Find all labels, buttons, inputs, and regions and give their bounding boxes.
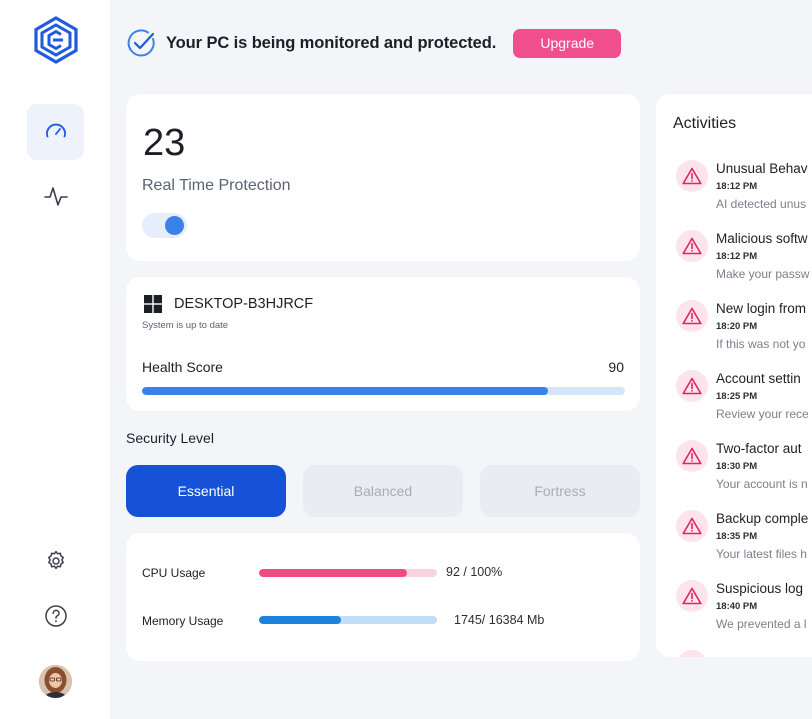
warning-icon	[676, 370, 708, 402]
activity-item[interactable]: Two-factor aut 18:30 PM Your account is n	[676, 440, 812, 500]
warning-icon	[676, 510, 708, 542]
gear-icon	[47, 550, 64, 570]
activity-item[interactable]: Backup comple 18:35 PM Your latest files h	[676, 510, 812, 570]
activity-item-partial	[676, 650, 812, 657]
activity-item[interactable]: Account settin 18:25 PM Review your rece	[676, 370, 812, 430]
health-score-fill	[142, 387, 548, 395]
cpu-usage-value: 92 / 100%	[446, 565, 503, 579]
health-score-value: 90	[608, 359, 624, 375]
cpu-usage-row: CPU Usage 92 / 100%	[142, 564, 622, 584]
memory-usage-row: Memory Usage 1745/ 16384 Mb	[142, 612, 622, 632]
sidebar-item-activity[interactable]	[27, 168, 84, 224]
activity-name: Account settin	[716, 371, 801, 386]
upgrade-button[interactable]: Upgrade	[513, 28, 622, 58]
sidebar-item-settings[interactable]	[27, 533, 84, 589]
warning-icon	[676, 230, 708, 262]
check-circle-icon	[127, 29, 155, 57]
activity-time: 18:12 PM	[716, 251, 758, 262]
security-level-fortress[interactable]: Fortress	[480, 465, 640, 517]
protection-toggle[interactable]	[142, 213, 187, 238]
banner-message: Your PC is being monitored and protected…	[166, 33, 497, 52]
protection-banner: Your PC is being monitored and protected…	[126, 26, 622, 60]
security-level-balanced[interactable]: Balanced	[303, 465, 463, 517]
activity-description: Review your rece	[716, 407, 809, 421]
activity-description: Make your passw	[716, 267, 810, 281]
activity-name: New login from	[716, 301, 807, 316]
warning-icon	[676, 160, 708, 192]
toggle-knob	[165, 216, 184, 235]
avatar[interactable]	[39, 665, 72, 698]
windows-icon	[144, 295, 162, 313]
activity-name: Two-factor aut	[716, 441, 802, 456]
warning-icon	[676, 300, 708, 332]
health-score-bar	[142, 387, 625, 395]
activity-time: 18:40 PM	[716, 601, 758, 612]
warning-icon	[676, 650, 708, 657]
activity-item[interactable]: New login from 18:20 PM If this was not yo	[676, 300, 812, 360]
activities-title: Activities	[673, 115, 737, 132]
activity-time: 18:25 PM	[716, 391, 758, 402]
security-level-title: Security Level	[126, 430, 214, 446]
activity-name: Unusual Behav	[716, 161, 808, 176]
health-score-label: Health Score	[142, 359, 223, 375]
pulse-icon	[43, 187, 68, 206]
protection-count: 23	[143, 122, 186, 164]
question-icon	[44, 605, 67, 627]
app-logo[interactable]	[33, 16, 79, 64]
activity-name: Malicious softw	[716, 231, 808, 246]
activity-time: 18:30 PM	[716, 461, 758, 472]
memory-usage-value: 1745/ 16384 Mb	[454, 613, 545, 627]
memory-usage-bar	[259, 616, 437, 624]
activity-description: Your account is n	[716, 477, 808, 491]
sidebar	[0, 0, 110, 719]
activity-time: 18:35 PM	[716, 531, 758, 542]
activity-item[interactable]: Suspicious log 18:40 PM We prevented a l	[676, 580, 812, 640]
activity-description: AI detected unus	[716, 197, 807, 211]
device-status: System is up to date	[142, 320, 229, 331]
security-level-essential[interactable]: Essential	[126, 465, 286, 517]
activity-item[interactable]: Unusual Behav 18:12 PM AI detected unus	[676, 160, 812, 220]
activity-description: If this was not yo	[716, 337, 806, 351]
cpu-usage-label: CPU Usage	[142, 566, 206, 580]
device-card: DESKTOP-B3HJRCF System is up to date Hea…	[126, 277, 640, 411]
warning-icon	[676, 580, 708, 612]
activity-item[interactable]: Malicious softw 18:12 PM Make your passw	[676, 230, 812, 290]
speedometer-icon	[45, 123, 66, 138]
warning-icon	[676, 440, 708, 472]
activity-description: Your latest files h	[716, 547, 807, 561]
memory-usage-fill	[259, 616, 341, 624]
activities-panel: Activities Unusual Behav 18:12 PM AI detec…	[656, 94, 812, 657]
activity-time: 18:20 PM	[716, 321, 758, 332]
activity-name: Backup comple	[716, 511, 809, 526]
activity-name: Suspicious log	[716, 581, 804, 596]
sidebar-item-help[interactable]	[27, 588, 84, 644]
real-time-protection-card: 23 Real Time Protection	[126, 94, 640, 261]
memory-usage-label: Memory Usage	[142, 614, 224, 628]
sidebar-item-dashboard[interactable]	[27, 104, 84, 160]
cpu-usage-bar	[259, 569, 437, 577]
device-name: DESKTOP-B3HJRCF	[174, 296, 314, 312]
activity-time: 18:12 PM	[716, 181, 758, 192]
cpu-usage-fill	[259, 569, 407, 577]
resource-usage-card: CPU Usage 92 / 100% Memory Usage 1745/ 1…	[126, 533, 640, 661]
protection-label: Real Time Protection	[142, 177, 291, 194]
activity-description: We prevented a l	[716, 617, 807, 631]
